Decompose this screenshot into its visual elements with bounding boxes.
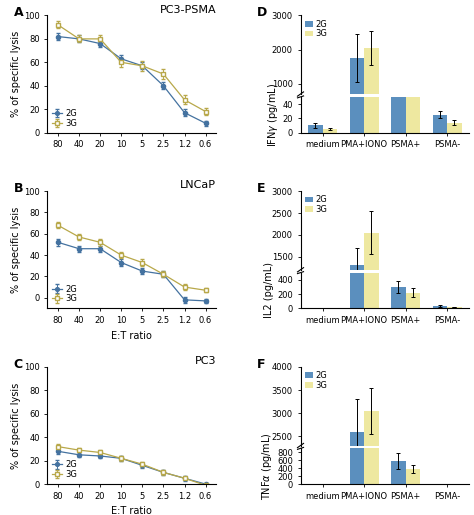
Legend: 2G, 3G: 2G, 3G	[52, 284, 78, 304]
Text: PC3-PSMA: PC3-PSMA	[160, 5, 216, 14]
Text: E: E	[256, 182, 265, 195]
Bar	[350, 432, 364, 515]
Text: A: A	[14, 6, 23, 19]
Bar	[433, 117, 447, 118]
Bar	[391, 309, 406, 322]
Bar	[406, 313, 420, 322]
Bar	[406, 293, 420, 308]
Text: D: D	[256, 6, 267, 19]
Y-axis label: % of specific lysis: % of specific lysis	[11, 31, 21, 117]
Bar	[364, 363, 379, 484]
Bar	[406, 0, 420, 132]
Bar	[350, 58, 364, 118]
Bar	[447, 321, 462, 322]
Bar	[447, 307, 462, 308]
Bar	[323, 129, 337, 132]
Bar	[308, 126, 323, 132]
Y-axis label: IFN$\gamma$ (pg/mL): IFN$\gamma$ (pg/mL)	[265, 83, 280, 147]
Bar	[391, 287, 406, 308]
Text: PC3: PC3	[195, 356, 216, 366]
Y-axis label: % of specific lysis: % of specific lysis	[11, 383, 21, 469]
Y-axis label: % of specific lysis: % of specific lysis	[11, 207, 21, 293]
X-axis label: E:T ratio: E:T ratio	[111, 506, 152, 515]
X-axis label: E:T ratio: E:T ratio	[111, 331, 152, 340]
Legend: 2G, 3G: 2G, 3G	[52, 108, 78, 128]
Text: F: F	[256, 357, 265, 370]
Bar	[433, 321, 447, 322]
Bar	[391, 0, 406, 132]
Bar	[406, 102, 420, 118]
Legend: 2G, 3G: 2G, 3G	[302, 193, 330, 217]
Bar	[364, 233, 379, 322]
Y-axis label: IL2 (pg/mL): IL2 (pg/mL)	[264, 263, 274, 318]
Legend: 2G, 3G: 2G, 3G	[52, 459, 78, 480]
Bar	[364, 411, 379, 515]
Bar	[364, 0, 379, 132]
Y-axis label: TNF$\alpha$ (pg/mL): TNF$\alpha$ (pg/mL)	[260, 433, 274, 500]
Bar	[433, 115, 447, 132]
Text: B: B	[14, 182, 23, 195]
Bar	[364, 48, 379, 118]
Bar	[350, 0, 364, 132]
Legend: 2G, 3G: 2G, 3G	[302, 369, 330, 392]
Bar	[447, 123, 462, 132]
Bar	[350, 381, 364, 484]
Text: C: C	[14, 357, 23, 371]
Bar	[406, 469, 420, 484]
Bar	[391, 461, 406, 484]
Bar	[433, 306, 447, 308]
Bar	[350, 215, 364, 308]
Text: LNCaP: LNCaP	[180, 180, 216, 191]
Legend: 2G, 3G: 2G, 3G	[302, 17, 330, 41]
Bar	[391, 101, 406, 118]
Bar	[364, 162, 379, 308]
Bar	[350, 265, 364, 322]
